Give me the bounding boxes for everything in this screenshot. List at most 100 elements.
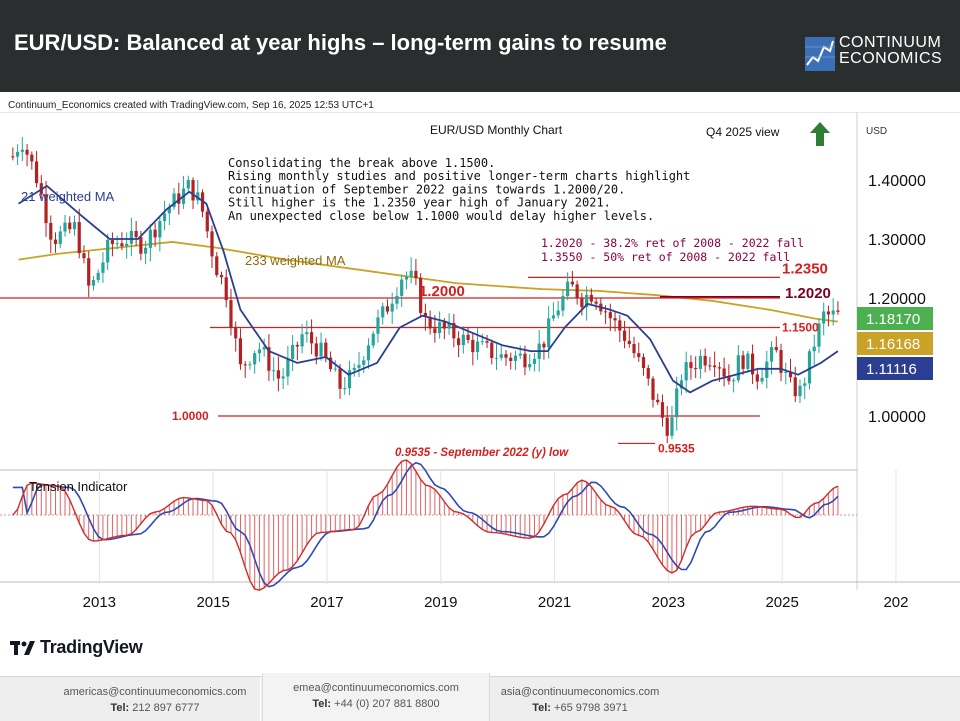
- candle-body: [755, 374, 759, 382]
- candle-body: [561, 296, 565, 311]
- candle-body: [153, 229, 157, 238]
- footer-email[interactable]: americas@continuumeconomics.com: [63, 686, 247, 698]
- chart-title: EUR/USD Monthly Chart: [430, 123, 563, 137]
- candle-body: [91, 279, 96, 286]
- candle-body: [698, 355, 703, 369]
- candle-body: [381, 306, 385, 318]
- candle-body: [461, 334, 465, 346]
- candle-body: [613, 318, 617, 321]
- candle-body: [428, 316, 432, 329]
- candle-body: [499, 354, 503, 358]
- candle-body: [77, 222, 81, 254]
- price-badge-label: 1.16168: [866, 336, 920, 353]
- candle-body: [713, 365, 717, 368]
- candle-body: [523, 353, 527, 368]
- y-tick-label: 1.20000: [868, 291, 926, 308]
- candle-body: [172, 193, 176, 208]
- candle-body: [518, 353, 522, 356]
- comment-line: Still higher is the 1.2350 year high of …: [228, 196, 611, 210]
- level-label-1-2000: 1.2000: [419, 283, 465, 300]
- candle-body: [414, 270, 418, 278]
- candle-body: [191, 180, 195, 201]
- candle-body: [395, 295, 399, 304]
- candle-body: [750, 353, 755, 375]
- logo-text: CONTINUUM ECONOMICS: [839, 34, 943, 67]
- candle-body: [82, 253, 86, 259]
- candle-body: [817, 323, 821, 347]
- candle-body: [305, 332, 309, 335]
- candle-body: [589, 294, 593, 302]
- candle-body: [219, 275, 224, 278]
- level-label-1-2350: 1.2350: [782, 260, 828, 277]
- candle-body: [779, 350, 783, 373]
- candle-body: [608, 312, 612, 319]
- candle-body: [101, 262, 105, 273]
- candle-body: [722, 368, 726, 377]
- footer-tel-label: Tel:: [110, 702, 130, 714]
- eurusd-chart[interactable]: 1.2350 1.2020 1.2000 1.1500 1.0000 0.9535 EUR/…: [0, 112, 960, 622]
- candle-body: [471, 339, 475, 353]
- footer-email[interactable]: asia@continuumeconomics.com: [500, 686, 660, 698]
- footer-phone: Tel: 212 897 6777: [50, 702, 260, 714]
- price-badge-label: 1.11116: [866, 361, 917, 378]
- comment-line: Consolidating the break above 1.1500.: [228, 156, 495, 170]
- page-title: EUR/USD: Balanced at year highs – long-t…: [14, 30, 667, 55]
- tradingview-icon: [10, 640, 35, 655]
- candle-body: [475, 341, 480, 353]
- candle-body: [551, 315, 556, 319]
- candle-body: [338, 368, 342, 389]
- footer-tel-label: Tel:: [312, 698, 332, 710]
- candle-body: [44, 194, 48, 224]
- candle-body: [717, 367, 721, 369]
- logo-chart-icon: [805, 37, 835, 71]
- footer-email[interactable]: emea@continuumeconomics.com: [293, 682, 459, 694]
- candle-body: [656, 399, 660, 403]
- footer-tel: +65 9798 3971: [554, 702, 628, 714]
- candle-body: [423, 312, 427, 317]
- candle-body: [234, 327, 238, 339]
- candle-body: [352, 367, 356, 371]
- candle-body: [836, 310, 840, 312]
- comment-line: Rising monthly studies and positive long…: [228, 169, 690, 183]
- indicator-signal-line: [12, 461, 839, 588]
- candle-body: [87, 258, 91, 286]
- candle-body: [34, 161, 39, 184]
- candle-body: [490, 342, 494, 358]
- x-tick-label: 2021: [538, 594, 571, 611]
- candle-body: [585, 294, 589, 308]
- candle-body: [822, 311, 826, 324]
- candle-body: [826, 311, 831, 315]
- candle-body: [831, 310, 835, 315]
- candle-body: [362, 360, 366, 365]
- candle-body: [447, 322, 451, 329]
- x-tick-label: 2025: [765, 594, 798, 611]
- footer-emea: emea@continuumeconomics.com Tel: +44 (0)…: [262, 673, 490, 721]
- candle-body: [309, 332, 314, 344]
- candle-body: [291, 344, 295, 359]
- candle-body: [736, 355, 740, 381]
- candle-body: [15, 151, 20, 157]
- chart-credit: Continuum_Economics created with Trading…: [8, 100, 374, 111]
- price-badge: [857, 357, 933, 380]
- green-up-arrow-icon: [810, 122, 830, 146]
- candle-body: [30, 154, 34, 162]
- candle-body: [25, 149, 29, 155]
- candle-body: [63, 222, 67, 232]
- candle-body: [328, 357, 333, 370]
- candle-body: [177, 193, 181, 204]
- candle-body: [694, 368, 698, 370]
- x-tick-label: 2015: [196, 594, 229, 611]
- candle-body: [575, 284, 579, 299]
- candle-body: [456, 338, 461, 346]
- candle-body: [570, 281, 574, 285]
- y-tick-label: 1.30000: [868, 232, 926, 249]
- candle-body: [793, 377, 797, 397]
- candle-body: [404, 276, 409, 280]
- candle-body: [651, 378, 655, 400]
- candle-body: [594, 301, 598, 304]
- y-tick-label: 1.00000: [868, 409, 926, 426]
- candle-body: [253, 353, 257, 365]
- candle-body: [248, 364, 252, 366]
- candle-body: [20, 149, 24, 152]
- ma233-label: 233 weighted MA: [245, 253, 346, 268]
